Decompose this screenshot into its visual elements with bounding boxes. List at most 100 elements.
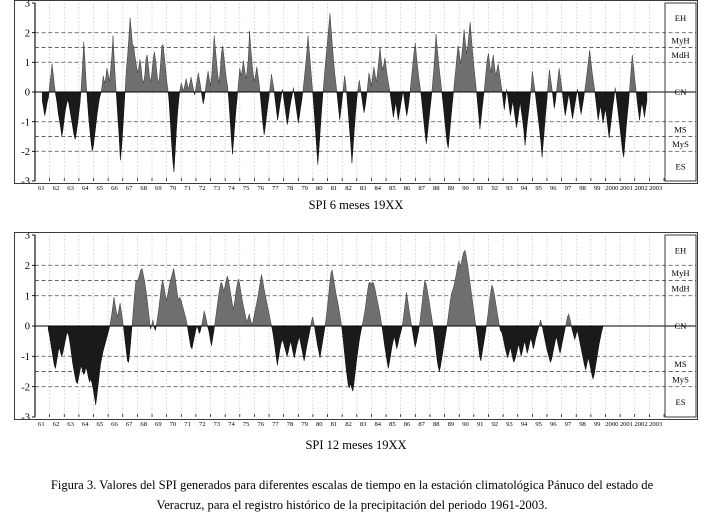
x-axis-tick-label: 90: [462, 185, 469, 192]
legend-category-MS: MS: [674, 359, 687, 369]
chart-spi6-plot-frame: 3 2 1 0 -1 -2 -3 EH MyH MdH CN MS MyS ES: [14, 0, 698, 184]
x-axis-tick-label: 65: [96, 185, 104, 192]
y-axis-tick-label: -3: [21, 413, 30, 419]
legend-category-MdH: MdH: [671, 283, 689, 293]
figure-caption: Figura 3. Valores del SPI generados para…: [38, 476, 666, 515]
x-axis-tick-label: 95: [535, 185, 542, 192]
series-area-positive: [42, 13, 648, 92]
legend-category-ES: ES: [675, 397, 685, 407]
y-axis-tick-label: -1: [21, 117, 30, 128]
y-axis-tick-label: -3: [21, 177, 30, 183]
x-axis-tick-label: 98: [579, 421, 586, 428]
x-axis-tick-label: 82: [345, 421, 352, 428]
y-axis-tick-label: 3: [25, 1, 30, 10]
x-axis-tick-label: 75: [242, 185, 250, 192]
x-axis-tick-label: 2003: [649, 421, 663, 428]
x-axis-tick-label: 82: [345, 185, 352, 192]
chart-spi12-x-axis-title: SPI 12 meses 19XX: [305, 438, 407, 452]
x-axis-tick-label: 68: [140, 185, 147, 192]
legend-category-MdH: MdH: [671, 50, 689, 60]
x-axis-tick-label: 89: [447, 421, 455, 428]
x-axis-tick-label: 92: [491, 185, 499, 192]
legend-category-MyH: MyH: [671, 268, 689, 278]
x-axis-tick-label: 85: [389, 421, 396, 428]
x-axis-tick-label: 88: [432, 421, 440, 428]
y-axis-tick-label: 0: [25, 322, 30, 333]
x-axis-tick-label: 71: [184, 185, 191, 192]
x-axis-tick-label: 62: [52, 185, 60, 192]
x-axis-tick-label: 99: [593, 421, 601, 428]
x-axis-tick-label: 67: [125, 185, 133, 192]
x-axis-tick-label: 69: [155, 421, 162, 428]
x-axis-tick-label: 67: [125, 421, 133, 428]
x-axis-tick-label: 89: [447, 185, 455, 192]
x-axis-tick-label: 2001: [619, 185, 634, 192]
x-axis-tick-label: 91: [476, 421, 484, 428]
x-axis-tick-label: 69: [155, 185, 162, 192]
x-axis-tick-label: 63: [67, 185, 74, 192]
x-axis-tick-label: 2000: [605, 185, 619, 192]
y-axis-tick-label: 2: [25, 28, 30, 39]
x-axis-tick-label: 76: [257, 421, 265, 428]
legend-category-MyH: MyH: [671, 35, 689, 45]
x-axis-tick-label: 66: [111, 421, 118, 428]
x-axis-tick-label: 2003: [649, 185, 663, 192]
x-axis-tick-label: 78: [286, 421, 294, 428]
x-axis-tick-label: 87: [418, 421, 425, 428]
x-axis-tick-label: 98: [579, 185, 586, 192]
chart-spi12-plot-frame: 3 2 1 0 -1 -2 -3 EH MyH MdH CN MS MyS ES: [14, 232, 698, 420]
legend-category-MyS: MyS: [672, 139, 689, 149]
figure-caption-line-1: Figura 3. Valores del SPI generados para…: [50, 478, 603, 492]
x-axis-tick-label: 73: [213, 421, 221, 428]
series-area-positive: [47, 249, 604, 326]
x-axis-tick-label: 64: [81, 185, 89, 192]
x-axis-tick-label: 85: [389, 185, 396, 192]
x-axis-tick-label: 78: [286, 185, 294, 192]
x-axis-tick-label: 91: [476, 185, 484, 192]
series-area-negative: [42, 92, 648, 173]
legend-category-CN: CN: [675, 87, 688, 97]
legend-category-CN: CN: [675, 321, 688, 331]
x-axis-tick-label: 63: [67, 421, 74, 428]
x-axis-tick-label: 80: [315, 421, 323, 428]
x-axis-tick-label: 75: [242, 421, 250, 428]
legend-category-MS: MS: [674, 124, 687, 134]
x-axis-tick-label: 71: [184, 421, 191, 428]
x-axis-tick-label: 72: [198, 185, 206, 192]
x-axis-tick-label: 79: [301, 421, 308, 428]
x-axis-tick-label: 77: [272, 421, 279, 428]
x-axis-tick-label: 70: [169, 185, 177, 192]
legend-category-ES: ES: [675, 161, 685, 171]
figure-caption-line-2: estado de Veracruz, para el registro his…: [156, 478, 654, 512]
x-axis-tick-label: 97: [564, 185, 572, 192]
x-axis-tick-label: 2002: [634, 185, 648, 192]
x-axis-tick-label: 83: [359, 185, 367, 192]
x-axis-tick-label: 95: [535, 421, 542, 428]
x-axis-tick-label: 94: [520, 421, 528, 428]
legend-panel: [664, 234, 697, 418]
x-axis-tick-label: 86: [403, 185, 411, 192]
x-axis-tick-label: 61: [38, 421, 45, 428]
y-axis-tick-label: -2: [21, 147, 30, 158]
x-axis-tick-label: 97: [564, 421, 572, 428]
x-axis-tick-label: 81: [330, 421, 338, 428]
y-axis-tick-label: -1: [21, 352, 30, 363]
x-axis-tick-label: 76: [257, 185, 265, 192]
x-axis-tick-label: 96: [549, 185, 557, 192]
x-axis-tick-labels: 61 62 63 64 65 66 67 68 69 70 71 72 73 74 75 76 77 78 79 80…: [14, 185, 698, 197]
x-axis-tick-label: 77: [272, 185, 279, 192]
legend-panel: [664, 2, 697, 182]
x-axis-tick-label: 88: [432, 185, 440, 192]
x-axis-tick-label: 64: [81, 421, 89, 428]
x-axis-tick-label: 96: [549, 421, 557, 428]
x-axis-tick-label: 93: [506, 185, 513, 192]
x-axis-tick-label: 74: [228, 185, 235, 192]
x-axis-tick-label: 83: [359, 421, 367, 428]
x-axis-tick-label: 93: [506, 421, 513, 428]
x-axis-tick-label: 2001: [619, 421, 634, 428]
x-axis-tick-label: 94: [520, 185, 528, 192]
x-axis-tick-label: 86: [403, 421, 411, 428]
x-axis-tick-label: 84: [374, 421, 382, 428]
